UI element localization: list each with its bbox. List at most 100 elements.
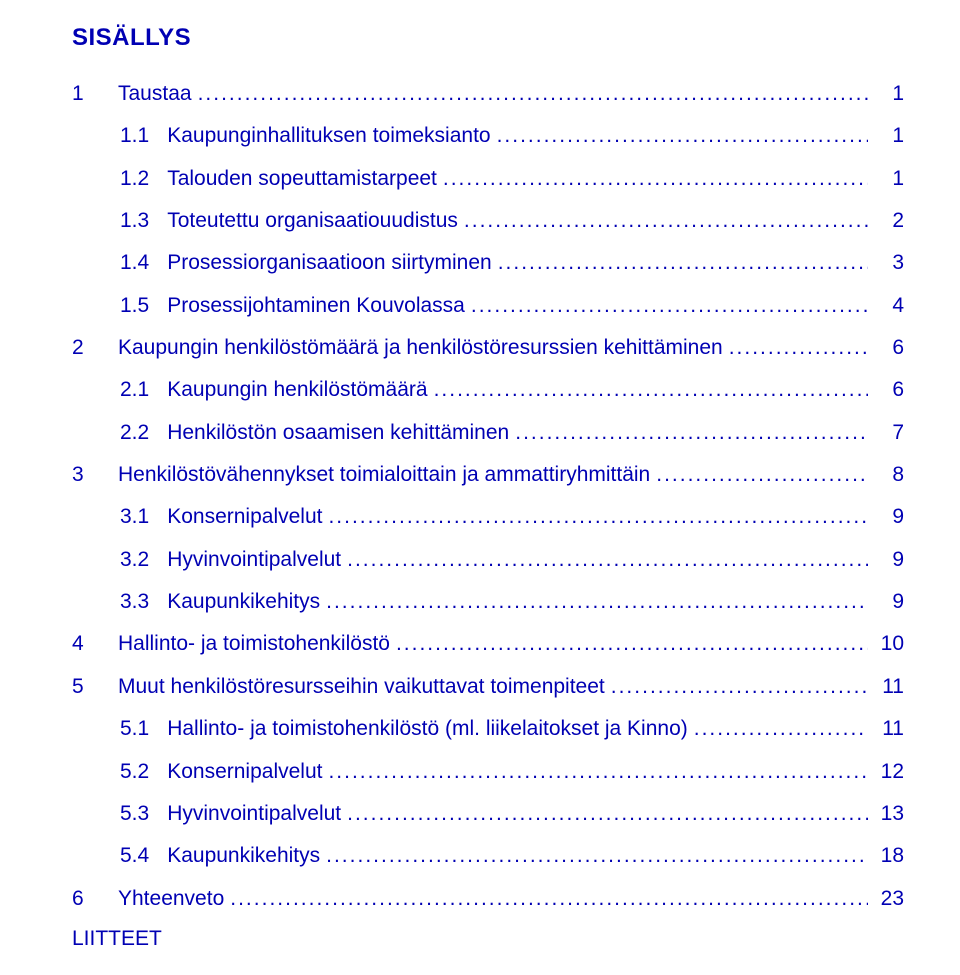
toc-row: 3.1 Konsernipalvelut 9 bbox=[72, 503, 904, 531]
document-page: SISÄLLYS 1 Taustaa 1 1.1 Kaupunginhallitukse… bbox=[0, 0, 960, 975]
toc-entry-number: 3.3 bbox=[120, 588, 149, 616]
toc-entry-label: Kaupunkikehitys bbox=[167, 588, 320, 616]
toc-entry-label: Kaupunginhallituksen toimeksianto bbox=[167, 122, 490, 150]
toc-entry-number: 1.2 bbox=[120, 165, 149, 193]
toc-entry-label: Konsernipalvelut bbox=[167, 503, 322, 531]
toc-entry-page: 7 bbox=[874, 419, 904, 447]
toc-row: 1.1 Kaupunginhallituksen toimeksianto 1 bbox=[72, 122, 904, 150]
toc-row: 4 Hallinto- ja toimistohenkilöstö 10 bbox=[72, 630, 904, 658]
toc-entry-label: Talouden sopeuttamistarpeet bbox=[167, 165, 437, 193]
toc-entry-number: 5.4 bbox=[120, 842, 149, 870]
toc-entry-page: 6 bbox=[874, 376, 904, 404]
toc-entry-page: 9 bbox=[874, 546, 904, 574]
toc-entry-label: Kaupungin henkilöstömäärä bbox=[167, 376, 427, 404]
toc-entry-page: 6 bbox=[874, 334, 904, 362]
toc-leader-dots bbox=[326, 588, 868, 616]
toc-leader-dots bbox=[694, 715, 868, 743]
toc-entry-number: 3.1 bbox=[120, 503, 149, 531]
toc-entry-label: Konsernipalvelut bbox=[167, 758, 322, 786]
toc-leader-dots bbox=[347, 800, 868, 828]
toc-entry-label: Muut henkilöstöresursseihin vaikuttavat … bbox=[118, 673, 605, 701]
toc-leader-dots bbox=[515, 419, 868, 447]
toc-row: 5.1 Hallinto- ja toimistohenkilöstö (ml. … bbox=[72, 715, 904, 743]
toc-leader-dots bbox=[443, 165, 868, 193]
toc-row: 1.5 Prosessijohtaminen Kouvolassa 4 bbox=[72, 292, 904, 320]
toc-entry-number: 2.1 bbox=[120, 376, 149, 404]
toc-entry-page: 3 bbox=[874, 249, 904, 277]
toc-leader-dots bbox=[497, 122, 868, 150]
toc-entry-number: 5.1 bbox=[120, 715, 149, 743]
toc-leader-dots bbox=[347, 546, 868, 574]
toc-row: 3 Henkilöstövähennykset toimialoittain ja… bbox=[72, 461, 904, 489]
toc-entry-number: 1.3 bbox=[120, 207, 149, 235]
toc-entry-label: Hallinto- ja toimistohenkilöstö (ml. lii… bbox=[167, 715, 688, 743]
toc-leader-dots bbox=[498, 249, 868, 277]
toc-entry-number: 4 bbox=[72, 630, 100, 658]
toc-entry-page: 2 bbox=[874, 207, 904, 235]
toc-entry-page: 13 bbox=[874, 800, 904, 828]
toc-leader-dots bbox=[198, 80, 868, 108]
toc-leader-dots bbox=[656, 461, 868, 489]
toc-entry-page: 11 bbox=[874, 673, 904, 701]
toc-entry-label: Henkilöstön osaamisen kehittäminen bbox=[167, 419, 509, 447]
toc-leader-dots bbox=[729, 334, 868, 362]
toc-entry-number: 3 bbox=[72, 461, 100, 489]
toc-entry-page: 1 bbox=[874, 165, 904, 193]
toc-entry-number: 5.2 bbox=[120, 758, 149, 786]
toc-entry-page: 8 bbox=[874, 461, 904, 489]
appendix-label: LIITTEET bbox=[72, 927, 904, 951]
toc-leader-dots bbox=[611, 673, 868, 701]
toc-leader-dots bbox=[471, 292, 868, 320]
toc-entry-page: 11 bbox=[874, 715, 904, 743]
toc-entry-page: 9 bbox=[874, 503, 904, 531]
toc-row: 3.2 Hyvinvointipalvelut 9 bbox=[72, 546, 904, 574]
toc-leader-dots bbox=[396, 630, 868, 658]
toc-leader-dots bbox=[464, 207, 868, 235]
toc-row: 3.3 Kaupunkikehitys 9 bbox=[72, 588, 904, 616]
toc-entry-label: Kaupungin henkilöstömäärä ja henkilöstör… bbox=[118, 334, 723, 362]
toc-entry-number: 1 bbox=[72, 80, 100, 108]
toc-row: 5.3 Hyvinvointipalvelut 13 bbox=[72, 800, 904, 828]
toc-leader-dots bbox=[326, 842, 868, 870]
toc-row: 2.1 Kaupungin henkilöstömäärä 6 bbox=[72, 376, 904, 404]
toc-row: 6 Yhteenveto 23 bbox=[72, 885, 904, 913]
toc-entry-number: 1.4 bbox=[120, 249, 149, 277]
toc-entry-label: Prosessiorganisaatioon siirtyminen bbox=[167, 249, 492, 277]
toc-entry-label: Henkilöstövähennykset toimialoittain ja … bbox=[118, 461, 650, 489]
toc-leader-dots bbox=[328, 503, 868, 531]
toc-entry-page: 10 bbox=[874, 630, 904, 658]
toc-entry-label: Yhteenveto bbox=[118, 885, 224, 913]
toc-row: 5 Muut henkilöstöresursseihin vaikuttavat… bbox=[72, 673, 904, 701]
toc-row: 1.3 Toteutettu organisaatiouudistus 2 bbox=[72, 207, 904, 235]
toc-entry-number: 2 bbox=[72, 334, 100, 362]
toc-entry-number: 6 bbox=[72, 885, 100, 913]
toc-entry-page: 12 bbox=[874, 758, 904, 786]
toc-entry-page: 9 bbox=[874, 588, 904, 616]
toc-row: 1Taustaa1 bbox=[72, 80, 904, 108]
toc-leader-dots bbox=[434, 376, 868, 404]
toc-entry-number: 3.2 bbox=[120, 546, 149, 574]
toc-row: 1.4 Prosessiorganisaatioon siirtyminen 3 bbox=[72, 249, 904, 277]
toc-leader-dots bbox=[328, 758, 868, 786]
toc-entry-number: 1.1 bbox=[120, 122, 149, 150]
toc-entry-page: 1 bbox=[874, 122, 904, 150]
toc-entry-label: Prosessijohtaminen Kouvolassa bbox=[167, 292, 465, 320]
toc-row: 1.2 Talouden sopeuttamistarpeet 1 bbox=[72, 165, 904, 193]
toc-entry-number: 2.2 bbox=[120, 419, 149, 447]
toc-entry-page: 23 bbox=[874, 885, 904, 913]
toc-entry-number: 1.5 bbox=[120, 292, 149, 320]
toc-entry-label: Hyvinvointipalvelut bbox=[167, 800, 341, 828]
toc-entry-page: 4 bbox=[874, 292, 904, 320]
toc-heading: SISÄLLYS bbox=[72, 24, 904, 52]
toc-entry-label: Toteutettu organisaatiouudistus bbox=[167, 207, 458, 235]
toc-entry-label: Taustaa bbox=[118, 80, 192, 108]
toc-row: 5.2 Konsernipalvelut 12 bbox=[72, 758, 904, 786]
toc-entry-label: Hyvinvointipalvelut bbox=[167, 546, 341, 574]
toc-row: 5.4Kaupunkikehitys18 bbox=[72, 842, 904, 870]
toc-entry-label: Hallinto- ja toimistohenkilöstö bbox=[118, 630, 390, 658]
toc-row: 2 Kaupungin henkilöstömäärä ja henkilöstö… bbox=[72, 334, 904, 362]
toc-entry-number: 5.3 bbox=[120, 800, 149, 828]
toc-entry-number: 5 bbox=[72, 673, 100, 701]
toc-entry-label: Kaupunkikehitys bbox=[167, 842, 320, 870]
toc-leader-dots bbox=[230, 885, 868, 913]
